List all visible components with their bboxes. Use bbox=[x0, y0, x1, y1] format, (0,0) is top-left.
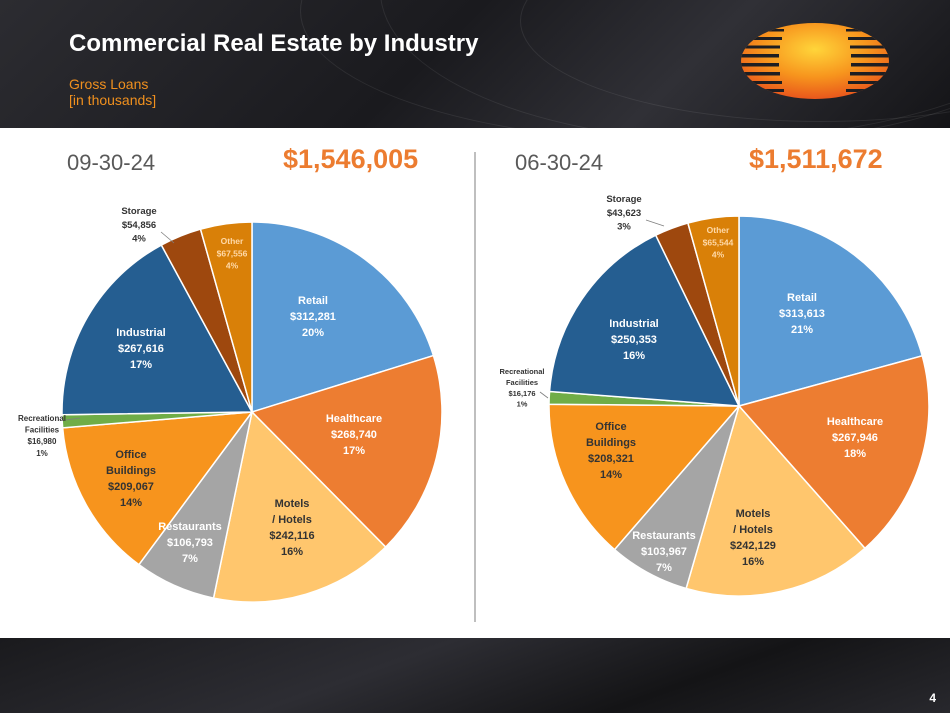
pie-2-label-recreational-facilities: Recreational Facilities $16,176 1% bbox=[499, 367, 544, 409]
pie-1-label-recreational-facilities: Recreational Facilities $16,980 1% bbox=[18, 414, 66, 458]
sun-logo-icon bbox=[741, 23, 889, 99]
pie-2-leader-storage bbox=[645, 219, 665, 227]
chart-1-total: $1,546,005 bbox=[283, 144, 419, 174]
pie-2-slice-office-buildings bbox=[548, 403, 741, 551]
pie-2-slice-healthcare bbox=[737, 354, 930, 550]
pie-2-label-retail: Retail $313,613 21% bbox=[779, 292, 825, 336]
pie-2-slice-retail bbox=[738, 215, 924, 407]
divider bbox=[474, 152, 476, 622]
pie-2-label-industrial: Industrial $250,353 16% bbox=[609, 318, 659, 362]
pie-1-label-restaurants: Restaurants $106,793 7% bbox=[158, 521, 222, 565]
footer-banner: 4 bbox=[0, 638, 950, 713]
pie-1-label-healthcare: Healthcare $268,740 17% bbox=[326, 413, 382, 457]
pie-2-label-motels-hotels: Motels / Hotels $242,129 16% bbox=[730, 508, 776, 568]
pie-1-slice-healthcare bbox=[250, 354, 443, 549]
pie-2-label-healthcare: Healthcare $267,946 18% bbox=[827, 416, 883, 460]
pie-1-label-other: Other $67,556 4% bbox=[217, 236, 248, 271]
pie-2-slice-industrial bbox=[548, 234, 741, 407]
pie-1-label-retail: Retail $312,281 20% bbox=[290, 295, 336, 339]
chart-2-date: 06-30-24 bbox=[515, 150, 604, 175]
pie-2-slice-motels-hotels bbox=[685, 404, 866, 597]
subtitle: Gross Loans [in thousands] bbox=[69, 76, 156, 108]
pie-1-leader-recreational-facilities bbox=[65, 417, 81, 421]
subtitle-line-2: [in thousands] bbox=[69, 92, 157, 108]
page-title: Commercial Real Estate by Industry bbox=[69, 30, 479, 57]
pie-1-slice-industrial bbox=[61, 244, 254, 416]
pie-1-label-storage: Storage $54,856 4% bbox=[121, 206, 156, 245]
pie-2-label-office-buildings: Office Buildings $208,321 14% bbox=[586, 421, 636, 481]
pie-2-label-restaurants: Restaurants $103,967 7% bbox=[632, 530, 696, 574]
pie-1-leader-storage bbox=[160, 231, 175, 244]
page-number: 4 bbox=[929, 691, 936, 705]
pie-1-label-office-buildings: Office Buildings $209,067 14% bbox=[106, 449, 156, 509]
pie-1-slice-office-buildings bbox=[61, 411, 254, 566]
pie-1-label-motels-hotels: Motels / Hotels $242,116 16% bbox=[269, 498, 314, 558]
header-banner: Commercial Real Estate by Industry Gross… bbox=[0, 0, 950, 128]
chart-1-date: 09-30-24 bbox=[67, 150, 156, 175]
pie-2-label-storage: Storage $43,623 3% bbox=[606, 194, 641, 233]
pie-1-slice-motels-hotels bbox=[212, 410, 387, 603]
subtitle-line-1: Gross Loans bbox=[69, 76, 149, 92]
pie-2-leader-recreational-facilities bbox=[539, 391, 549, 399]
pie-1-slice-other bbox=[199, 221, 253, 413]
chart-2-total: $1,511,672 bbox=[749, 144, 883, 174]
pie-2-slice-other bbox=[686, 215, 740, 407]
pie-1-slice-retail bbox=[251, 221, 435, 414]
pie-2-label-other: Other $65,544 4% bbox=[703, 225, 734, 260]
pie-1-label-industrial: Industrial $267,616 17% bbox=[116, 327, 166, 371]
